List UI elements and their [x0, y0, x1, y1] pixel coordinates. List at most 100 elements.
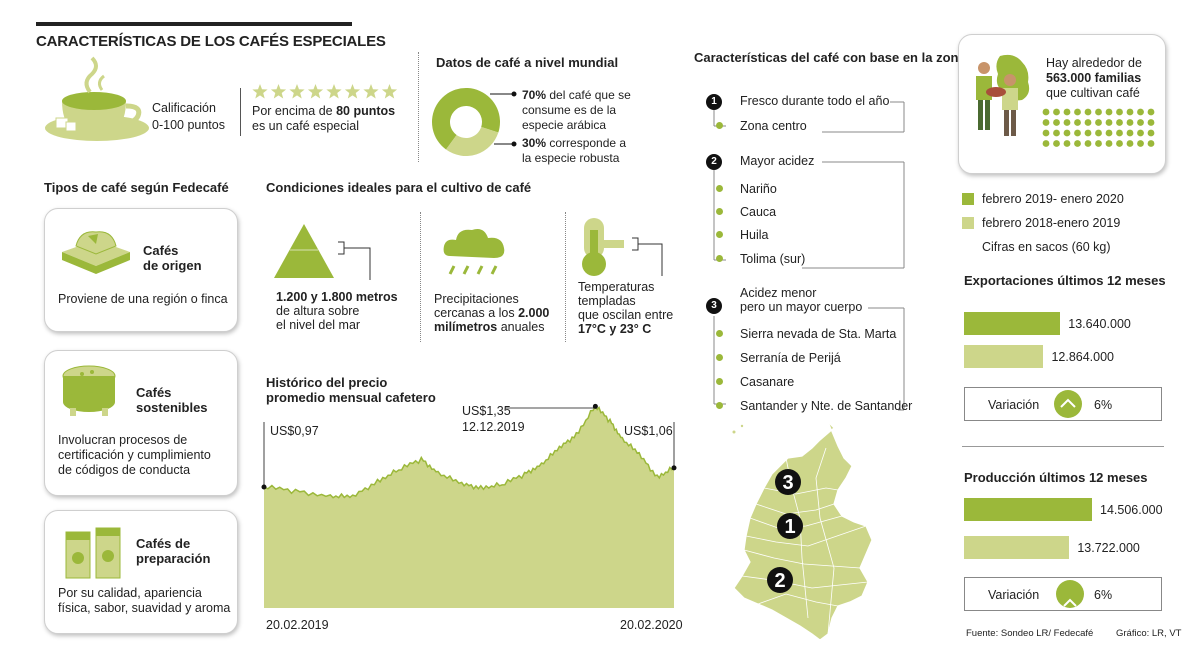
family-dot [1095, 108, 1102, 116]
family-dot [1147, 129, 1155, 137]
precip-text: cercanas a los [434, 306, 519, 320]
zone-dot [716, 378, 723, 385]
family-dot [1074, 108, 1081, 116]
robusta-desc: corresponde a [546, 136, 627, 150]
divider [240, 88, 241, 136]
card-preparacion-desc-1: Por su calidad, apariencia [58, 586, 202, 600]
price-marker [261, 484, 267, 490]
card-preparacion-title-2: preparación [136, 551, 211, 566]
zone-badge-1: 1 [706, 94, 722, 110]
card-origen [44, 208, 238, 332]
production-title: Producción últimos 12 meses [964, 470, 1148, 485]
mundial-title: Datos de café a nivel mundial [436, 55, 619, 70]
family-dot [1105, 119, 1113, 126]
star-icon [326, 84, 342, 99]
family-dot [1147, 140, 1155, 147]
calificacion-desc: Por encima de 80 puntos [252, 104, 395, 119]
zona-title: Características del café con base en la … [694, 50, 966, 65]
family-dot [1105, 140, 1113, 147]
familias-line-1: Hay alrededor de [1046, 56, 1142, 70]
card-sostenibles-title-2: sostenibles [136, 400, 208, 415]
family-dot [1084, 108, 1092, 116]
production-value-current: 14.506.000 [1100, 503, 1163, 517]
zone-1-item-1: Zona centro [740, 119, 807, 133]
family-dot [1063, 140, 1071, 147]
family-dot [1053, 140, 1060, 147]
production-variation-box [964, 577, 1162, 611]
card-preparacion [44, 510, 238, 634]
card-preparacion-desc-2: física, sabor, suavidad y aroma [58, 601, 231, 615]
legend-swatch-1 [962, 193, 974, 205]
arabica-pct: 70% [522, 88, 547, 102]
coffee-cup-icon [45, 56, 149, 141]
family-dot [1105, 129, 1113, 137]
zone-badge-3: 3 [706, 298, 722, 314]
star-icon [289, 84, 305, 99]
page-title: CARACTERÍSTICAS DE LOS CAFÉS ESPECIALES [36, 33, 386, 50]
arabica-desc: del café que se [546, 88, 631, 102]
export-value-previous: 12.864.000 [1051, 350, 1115, 364]
temp-line-4: 17°C y 23° C [578, 322, 652, 336]
family-dot [1084, 119, 1092, 126]
precip-line-3: milímetros anuales [434, 320, 544, 335]
colombia-map: 3 1 2 [732, 421, 873, 641]
legend-series-2: febrero 2018-enero 2019 [982, 216, 1121, 230]
arabica-desc-2: consume es de la [522, 103, 617, 117]
temp-line-2: templadas [578, 294, 636, 308]
star-icon [252, 84, 268, 99]
divider [565, 212, 566, 342]
tipos-title: Tipos de café según Fedecafé [44, 180, 229, 195]
production-bar-previous [964, 536, 1070, 559]
desc-bold: 80 puntos [336, 104, 396, 118]
zone-1-title: Fresco durante todo el año [740, 94, 890, 108]
family-dot [1053, 119, 1060, 126]
footer-credit: Gráfico: LR, VT [1116, 628, 1182, 639]
world-donut-chart [432, 88, 500, 156]
farmers-icon [976, 54, 1030, 136]
zone-2-title: Mayor acidez [740, 154, 815, 168]
familias-line-2: 563.000 familias [1046, 71, 1142, 85]
rating-stars [252, 84, 398, 99]
donut-slice-arábica [432, 88, 500, 150]
family-dot [1042, 129, 1050, 137]
family-dot [1137, 129, 1144, 137]
altura-line-2: de altura sobre [276, 304, 360, 318]
x-start-label: 20.02.2019 [266, 618, 329, 632]
map-label-2: 2 [774, 570, 785, 592]
price-end-label: US$1,06 [624, 424, 673, 438]
zone-dot [716, 330, 723, 337]
price-start-label: US$0,97 [270, 424, 319, 438]
donut-leaders [490, 91, 517, 147]
family-dot [1095, 140, 1102, 147]
zone-2-item-4: Tolima (sur) [740, 252, 806, 266]
precip-bold-2: milímetros [434, 320, 498, 334]
production-variation-value: 6% [1094, 588, 1113, 602]
zone-2-brackets [713, 161, 905, 269]
zone-2-item-1: Nariño [740, 182, 777, 196]
export-variation-value: 6% [1094, 398, 1113, 412]
export-value-current: 13.640.000 [1068, 317, 1131, 331]
header-rule [36, 22, 352, 26]
export-bar-current [964, 312, 1061, 335]
legend-swatch-2 [962, 217, 974, 229]
thermometer-icon [582, 218, 663, 276]
production-bar-current [964, 498, 1092, 521]
zone-dot [716, 208, 723, 215]
familias-card [958, 34, 1166, 174]
family-dot [1126, 108, 1134, 116]
star-icon [307, 84, 324, 99]
divider [420, 212, 421, 342]
robusta-pct: 30% [522, 136, 547, 150]
mountain-icon [274, 224, 371, 280]
family-dot [1063, 119, 1071, 126]
precip-text-2: anuales [497, 320, 545, 334]
price-peak-label: US$1,35 [462, 404, 511, 418]
calificacion-desc-2: es un café especial [252, 119, 360, 133]
robusta-desc-2: la especie robusta [522, 151, 620, 165]
export-bar-previous [964, 345, 1044, 368]
zone-dot [716, 185, 723, 192]
export-variation-box [964, 387, 1162, 421]
map-label-1: 1 [784, 516, 795, 538]
arrow-up-icon [1056, 580, 1084, 608]
coffee-sacks-icon [62, 231, 130, 274]
